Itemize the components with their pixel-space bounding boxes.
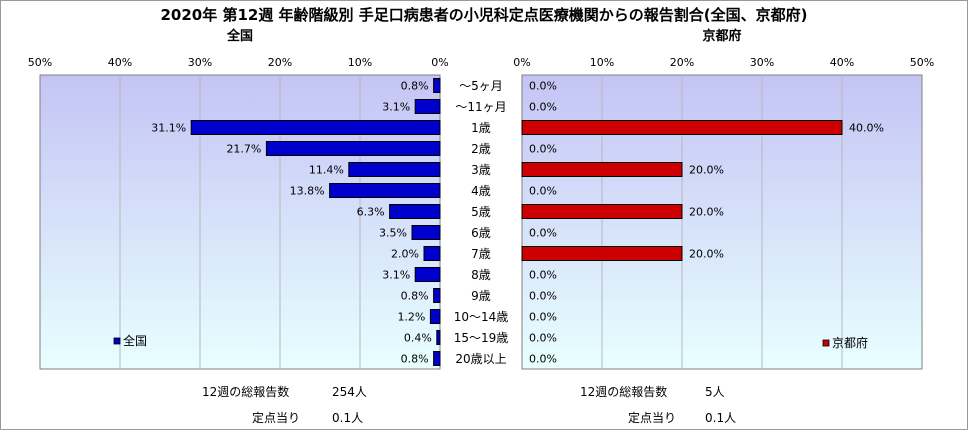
category-label: 7歳 (471, 247, 491, 261)
data-label-national: 21.7% (226, 143, 261, 156)
bar-national (348, 162, 441, 177)
bar-national (433, 351, 441, 366)
category-label: 20歳以上 (455, 352, 506, 366)
tick-label-left: 50% (28, 56, 52, 69)
national-bars: 0.8% 3.1% 31.1% 21.7% 11.4% 13.8% 6.3% 3.5% 2.0%… (151, 78, 441, 366)
bar-national (414, 267, 441, 282)
bar-kyoto (521, 204, 683, 219)
legend-kyoto-label: 京都府 (832, 335, 868, 350)
data-label-national: 3.1% (382, 269, 410, 282)
data-label-national: 13.8% (290, 185, 325, 198)
kyoto-total-label: 12週の総報告数 (580, 385, 668, 399)
data-label-kyoto: 0.0% (529, 311, 557, 324)
national-total-value: 254人 (332, 385, 367, 399)
bar-kyoto (521, 246, 683, 261)
bar-national (436, 330, 441, 345)
data-label-national: 31.1% (151, 122, 186, 135)
left-plot-area (39, 74, 441, 370)
tick-label-left: 40% (108, 56, 132, 69)
kyoto-total-value: 5人 (705, 385, 725, 399)
bar-national (389, 204, 441, 219)
data-label-kyoto: 0.0% (529, 185, 557, 198)
category-label: 1歳 (471, 121, 491, 135)
data-label-national: 0.8% (401, 353, 429, 366)
bar-kyoto (521, 162, 683, 177)
bar-kyoto (521, 120, 843, 135)
bar-national (429, 309, 441, 324)
data-label-national: 11.4% (309, 164, 344, 177)
bar-national (423, 246, 441, 261)
data-label-national: 2.0% (391, 248, 419, 261)
data-label-kyoto: 0.0% (529, 269, 557, 282)
category-label: 6歳 (471, 226, 491, 240)
bar-national (190, 120, 441, 135)
bar-national (414, 99, 441, 114)
data-label-kyoto: 20.0% (689, 206, 724, 219)
category-label: ～5ヶ月 (459, 79, 503, 93)
tick-label-left: 10% (348, 56, 372, 69)
tick-label-right: 30% (750, 56, 774, 69)
bar-national (433, 78, 441, 93)
tick-label-right: 50% (910, 56, 934, 69)
kyoto-per-value: 0.1人 (705, 411, 737, 425)
data-label-kyoto: 0.0% (529, 101, 557, 114)
chart-title: 2020年 第12週 年齢階級別 手足口病患者の小児科定点医療機関からの報告割合… (160, 6, 807, 24)
bar-national (411, 225, 441, 240)
bar-national (329, 183, 441, 198)
data-label-kyoto: 0.0% (529, 143, 557, 156)
national-per-value: 0.1人 (332, 411, 364, 425)
legend-national: 全国 (113, 333, 147, 348)
data-label-kyoto: 0.0% (529, 80, 557, 93)
tick-label-right: 10% (590, 56, 614, 69)
category-label: 5歳 (471, 205, 491, 219)
right-panel-title: 京都府 (702, 28, 741, 44)
category-label: 3歳 (471, 163, 491, 177)
category-label: 9歳 (471, 289, 491, 303)
tick-label-right: 40% (830, 56, 854, 69)
data-label-kyoto: 20.0% (689, 248, 724, 261)
legend-kyoto-swatch (822, 339, 830, 347)
category-label: 10～14歳 (454, 310, 509, 324)
data-label-national: 3.5% (379, 227, 407, 240)
national-per-label: 定点当り (252, 411, 301, 425)
data-label-national: 1.2% (397, 311, 425, 324)
bar-national (433, 288, 441, 303)
category-label: ～11ヶ月 (455, 100, 506, 114)
legend-national-label: 全国 (123, 333, 147, 348)
bar-national (265, 141, 441, 156)
right-plot-area (521, 74, 923, 370)
tick-label-left: 0% (431, 56, 448, 69)
data-label-kyoto: 0.0% (529, 227, 557, 240)
kyoto-bars: 0.0% 0.0% 40.0% 0.0% 20.0% 0.0% 20.0% 0.0% 20.0%… (521, 80, 884, 366)
category-label: 2歳 (471, 142, 491, 156)
tick-label-right: 20% (670, 56, 694, 69)
data-label-kyoto: 20.0% (689, 164, 724, 177)
category-label: 8歳 (471, 268, 491, 282)
tick-label-right: 0% (513, 56, 530, 69)
legend-national-swatch (113, 337, 121, 345)
axis-ticks: 0% 0% 10% 10% 20% 20% 30% 30% 40% 40% 50% 50% (28, 56, 934, 69)
kyoto-per-label: 定点当り (628, 411, 677, 425)
category-labels: ～5ヶ月 ～11ヶ月 1歳 2歳 3歳 4歳 5歳 6歳 7歳 8歳 9歳 10～14歳 15～19歳 2… (454, 79, 509, 366)
tick-label-left: 20% (268, 56, 292, 69)
national-total-label: 12週の総報告数 (202, 385, 290, 399)
category-label: 15～19歳 (454, 331, 509, 345)
data-label-kyoto: 0.0% (529, 290, 557, 303)
data-label-national: 0.8% (401, 80, 429, 93)
category-label: 4歳 (471, 184, 491, 198)
tick-label-left: 30% (188, 56, 212, 69)
data-label-kyoto: 0.0% (529, 353, 557, 366)
data-label-kyoto: 0.0% (529, 332, 557, 345)
data-label-national: 6.3% (357, 206, 385, 219)
left-panel-title: 全国 (226, 28, 253, 44)
data-label-national: 3.1% (382, 101, 410, 114)
data-label-kyoto: 40.0% (849, 122, 884, 135)
legend-kyoto: 京都府 (822, 335, 868, 350)
data-label-national: 0.8% (401, 290, 429, 303)
data-label-national: 0.4% (404, 332, 432, 345)
